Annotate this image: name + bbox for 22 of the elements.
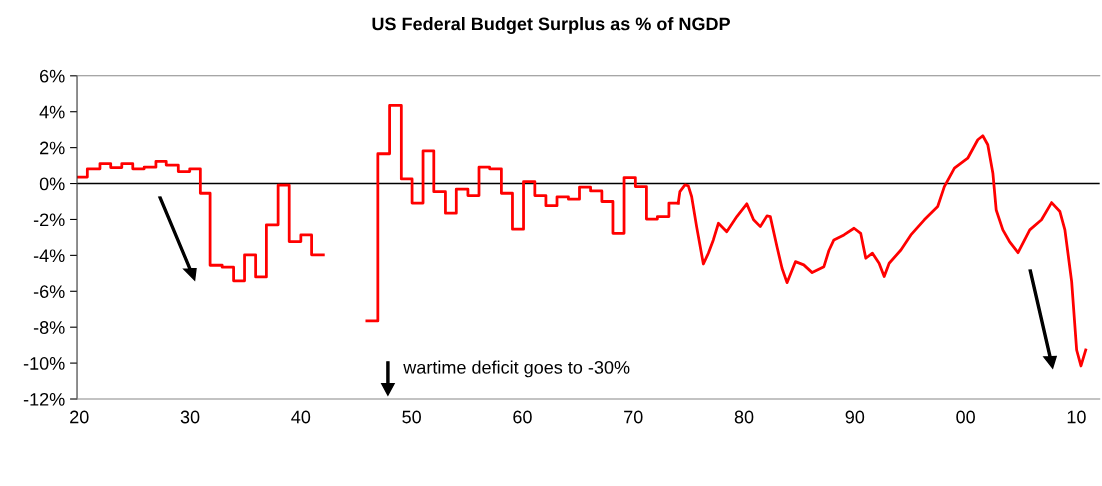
x-tick-label: 90 (845, 410, 865, 424)
x-tick-label: 80 (734, 410, 754, 424)
x-tick-label: 30 (180, 410, 200, 424)
y-tick-label: -4% (33, 249, 65, 263)
y-tick-label: -2% (33, 213, 65, 227)
x-tick-label: 60 (513, 410, 532, 424)
x-tick-label: 00 (956, 410, 975, 424)
annotation: wartime deficit goes to -30% (403, 360, 630, 378)
y-tick-label: -10% (23, 357, 65, 370)
y-tick-label: 0% (39, 177, 65, 191)
x-tick-label: 10 (1067, 410, 1086, 424)
y-tick-label: -8% (33, 321, 65, 334)
x-tick-label: 50 (402, 410, 421, 424)
y-tick-label: 4% (39, 105, 65, 119)
y-tick-label: 2% (40, 141, 65, 155)
y-tick-label: 6% (40, 69, 65, 83)
y-tick-label: -12% (23, 392, 65, 406)
x-tick-label: 40 (291, 410, 311, 424)
y-tick-label: -6% (33, 285, 65, 298)
chart-title: US Federal Budget Surplus as % of NGDP (372, 17, 730, 34)
x-tick-label: 20 (70, 410, 89, 424)
x-tick-label: 70 (624, 410, 643, 424)
